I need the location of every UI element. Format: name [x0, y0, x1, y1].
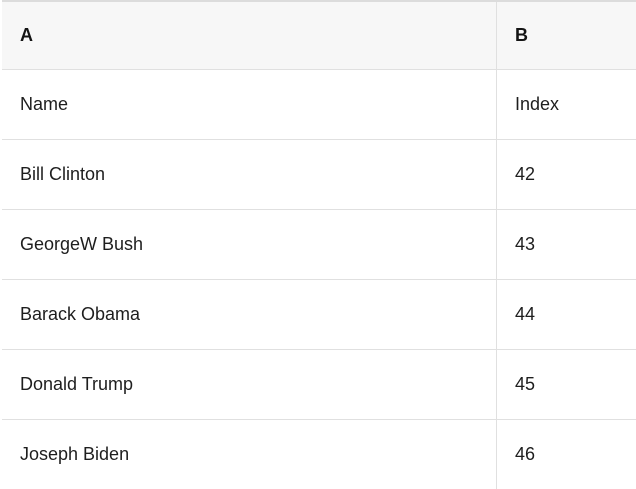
cell-president-name[interactable]: Bill Clinton — [2, 140, 497, 210]
cell-president-index[interactable]: 44 — [497, 280, 636, 350]
column-header-a[interactable]: A — [2, 2, 497, 70]
cell-president-name[interactable]: Joseph Biden — [2, 420, 497, 489]
cell-president-name[interactable]: GeorgeW Bush — [2, 210, 497, 280]
cell-president-index[interactable]: 45 — [497, 350, 636, 420]
cell-president-index[interactable]: 43 — [497, 210, 636, 280]
cell-name-label[interactable]: Name — [2, 70, 497, 140]
cell-president-name[interactable]: Barack Obama — [2, 280, 497, 350]
cell-president-index[interactable]: 42 — [497, 140, 636, 210]
cell-president-index[interactable]: 46 — [497, 420, 636, 489]
cell-president-name[interactable]: Donald Trump — [2, 350, 497, 420]
cell-index-label[interactable]: Index — [497, 70, 636, 140]
column-header-b[interactable]: B — [497, 2, 636, 70]
